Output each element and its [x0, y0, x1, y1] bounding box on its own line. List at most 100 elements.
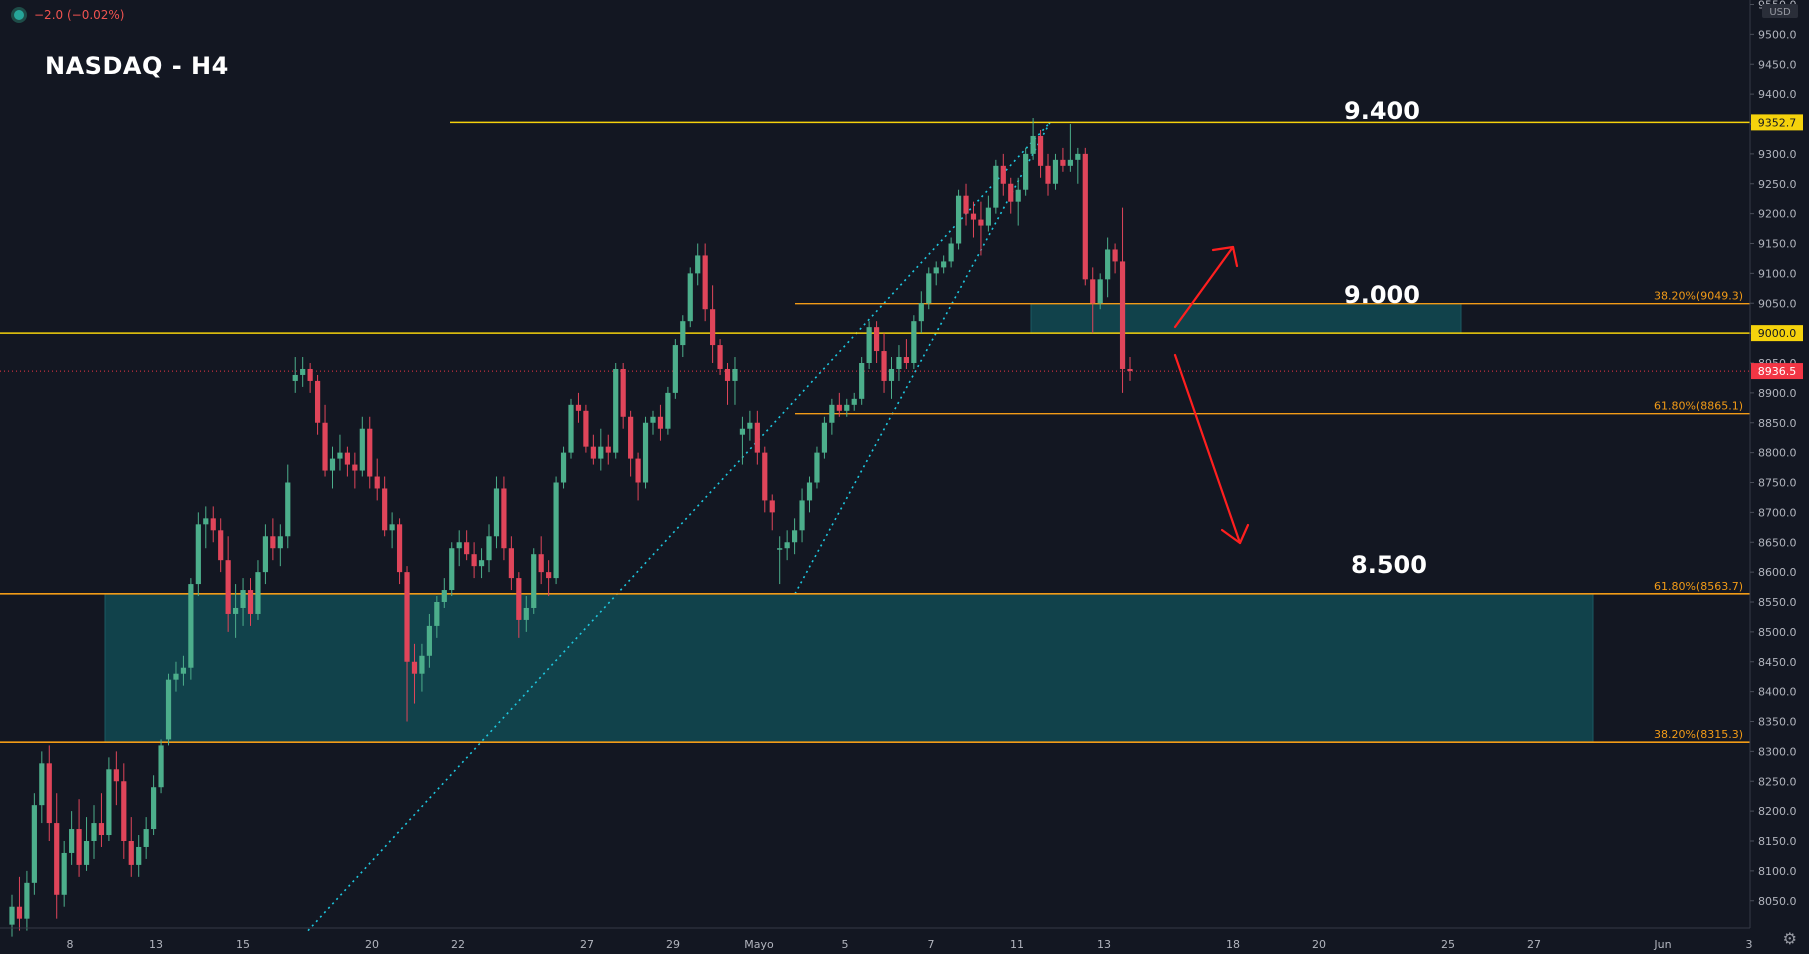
candle-body-54	[411, 661, 418, 674]
y-tick-label-9: 8500.0	[1758, 626, 1797, 639]
y-tick-label-12: 8650.0	[1758, 536, 1797, 549]
candle-body-57	[434, 602, 440, 626]
x-tick-label-11: 13	[1097, 938, 1111, 951]
y-tick-label-15: 8800.0	[1758, 447, 1797, 460]
candle-body-53	[404, 572, 410, 662]
candle-body-104	[784, 542, 790, 549]
candle-body-78	[590, 446, 596, 459]
candle-body-109	[821, 422, 828, 453]
candle-body-85	[642, 422, 649, 483]
candle-body-110	[829, 404, 835, 423]
candle-body-122	[918, 303, 924, 322]
arrow-up-line	[1173, 245, 1235, 329]
candle-body-59	[449, 548, 455, 591]
candle-body-32	[247, 590, 254, 614]
candle-body-92	[695, 255, 701, 274]
candle-body-15	[121, 781, 127, 841]
x-tick-label-2: 15	[236, 938, 250, 951]
candle-body-94	[710, 309, 716, 346]
candle-body-146	[1097, 279, 1103, 304]
price-tag-9000-bg	[1751, 325, 1803, 342]
candle-body-58	[441, 590, 447, 602]
candle-body-95	[717, 345, 723, 369]
candle-body-93	[702, 255, 708, 310]
candle-body-37	[285, 482, 291, 537]
y-tick-label-24: 9250.0	[1758, 178, 1797, 191]
arrow-down-line	[1173, 353, 1242, 545]
y-tick-label-28: 9450.0	[1758, 58, 1797, 71]
candle-body-43	[329, 458, 336, 471]
candle-body-148	[1112, 249, 1118, 262]
candle-body-119	[896, 357, 902, 369]
settings-gear-icon[interactable]: ⚙	[1782, 929, 1797, 948]
candle-body-28	[218, 530, 224, 561]
candle-body-70	[531, 554, 537, 608]
y-tick-label-5: 8300.0	[1758, 745, 1797, 758]
level-label-1: 9.000	[1344, 281, 1420, 309]
y-tick-label-13: 8700.0	[1758, 506, 1797, 519]
candle-body-66	[501, 488, 507, 549]
candle-body-135	[1015, 189, 1021, 202]
candle-body-9	[76, 829, 82, 865]
candle-body-91	[687, 273, 693, 322]
y-tick-label-25: 9300.0	[1758, 148, 1797, 161]
x-tick-label-1: 13	[149, 938, 163, 951]
candle-body-105	[792, 530, 798, 543]
y-tick-label-21: 9100.0	[1758, 267, 1797, 280]
y-tick-label-23: 9200.0	[1758, 208, 1797, 221]
y-tick-label-22: 9150.0	[1758, 238, 1797, 251]
price-tag-9352: 9352.7	[1758, 116, 1797, 129]
candle-body-76	[575, 404, 582, 411]
x-tick-label-12: 18	[1226, 938, 1240, 951]
candle-body-31	[240, 590, 246, 608]
candle-body-116	[873, 327, 880, 352]
candle-body-71	[538, 554, 544, 573]
candle-body-97	[732, 368, 738, 381]
price-change: −2.0 (−0.02%)	[34, 8, 125, 22]
candle-body-68	[516, 578, 522, 620]
candle-body-107	[806, 482, 813, 501]
y-tick-label-14: 8750.0	[1758, 477, 1797, 490]
candle-body-13	[106, 769, 112, 836]
candle-body-5	[46, 763, 52, 824]
candle-body-139	[1045, 165, 1051, 184]
candle-body-86	[650, 416, 656, 423]
candle-body-118	[888, 368, 895, 381]
candle-body-63	[478, 560, 485, 567]
support-zone	[104, 593, 1594, 743]
candle-body-23	[180, 667, 187, 674]
candle-body-112	[844, 404, 850, 411]
candle-body-10	[83, 841, 90, 865]
candle-body-90	[680, 321, 686, 346]
x-tick-label-8: 5	[842, 938, 849, 951]
candle-body-19	[151, 787, 157, 830]
candle-body-136	[1023, 153, 1029, 190]
candle-body-27	[210, 518, 216, 531]
candle-body-6	[54, 823, 60, 895]
live-status-icon	[14, 10, 24, 20]
candle-body-150	[1127, 368, 1133, 372]
candle-body-131	[985, 207, 991, 226]
candle-body-123	[926, 273, 932, 304]
candle-body-124	[933, 267, 939, 274]
candle-body-41	[314, 380, 321, 423]
currency-label: USD	[1769, 7, 1791, 18]
price-tag-9352-bg	[1751, 114, 1803, 131]
candle-body-98	[739, 428, 746, 435]
candle-body-101	[762, 452, 768, 501]
candle-body-34	[262, 536, 269, 573]
candle-body-56	[426, 625, 432, 656]
arrow-up-head	[1211, 245, 1239, 268]
candle-body-12	[98, 823, 105, 836]
y-tick-label-3: 8200.0	[1758, 805, 1797, 818]
candle-body-141	[1060, 159, 1066, 166]
candle-body-120	[903, 357, 909, 363]
candle-body-69	[523, 607, 529, 620]
candle-body-22	[173, 673, 179, 680]
candle-body-99	[747, 422, 753, 429]
candle-body-7	[61, 852, 67, 895]
fib-label-0: 38.20%(9049.3)	[1654, 290, 1743, 303]
y-tick-label-7: 8400.0	[1758, 686, 1797, 699]
x-tick-label-17: 3	[1746, 938, 1753, 951]
chart-title: NASDAQ - H4	[45, 52, 229, 80]
